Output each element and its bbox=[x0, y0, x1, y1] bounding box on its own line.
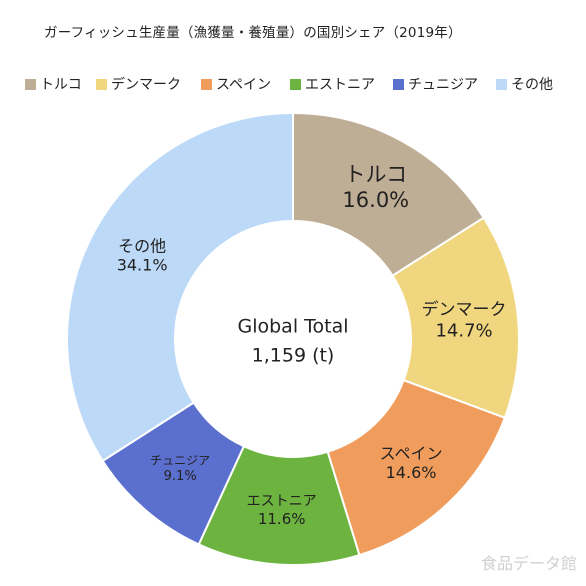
legend-label: チュニジア bbox=[408, 77, 478, 93]
chart-legend: トルコ デンマーク スペイン エストニア チュニジア その他 bbox=[0, 74, 586, 94]
legend-item: エストニア bbox=[290, 74, 375, 94]
slice-category-label: デンマーク bbox=[422, 299, 507, 320]
legend-item: その他 bbox=[496, 74, 553, 94]
legend-swatch bbox=[496, 78, 507, 90]
center-total-label: Global Total bbox=[237, 316, 348, 338]
donut-slice bbox=[292, 111, 486, 278]
chart-title: ガーフィッシュ生産量（漁獲量・養殖量）の国別シェア（2019年） bbox=[44, 25, 462, 41]
legend-label: トルコ bbox=[40, 77, 82, 93]
legend-label: スペイン bbox=[216, 77, 272, 93]
donut-slice bbox=[66, 111, 294, 463]
legend-label: エストニア bbox=[305, 77, 375, 93]
legend-label: その他 bbox=[511, 77, 553, 93]
slice-category-label: その他 bbox=[118, 236, 166, 255]
legend-swatch bbox=[25, 78, 36, 90]
legend-item: チュニジア bbox=[393, 74, 478, 94]
slice-value-label: 11.6% bbox=[258, 510, 306, 528]
legend-swatch bbox=[290, 78, 301, 90]
slice-value-label: 16.0% bbox=[342, 188, 409, 212]
legend-item: デンマーク bbox=[96, 74, 181, 94]
slice-value-label: 14.7% bbox=[435, 321, 492, 342]
donut-slice bbox=[326, 378, 507, 557]
slice-category-label: スペイン bbox=[380, 444, 443, 463]
legend-label: デンマーク bbox=[111, 77, 181, 93]
slice-value-label: 34.1% bbox=[117, 256, 168, 275]
slice-category-label: チュニジア bbox=[150, 454, 210, 468]
legend-item: スペイン bbox=[201, 74, 271, 94]
slice-value-label: 9.1% bbox=[164, 469, 197, 484]
legend-item: トルコ bbox=[25, 74, 82, 94]
legend-swatch bbox=[393, 78, 404, 90]
watermark: 食品データ館 bbox=[480, 554, 577, 573]
legend-swatch bbox=[201, 78, 212, 90]
slice-category-label: エストニア bbox=[247, 494, 317, 510]
legend-swatch bbox=[96, 78, 107, 90]
slice-category-label: トルコ bbox=[344, 163, 407, 187]
center-total-value: 1,159 (t) bbox=[252, 345, 335, 367]
slice-value-label: 14.6% bbox=[386, 463, 437, 482]
